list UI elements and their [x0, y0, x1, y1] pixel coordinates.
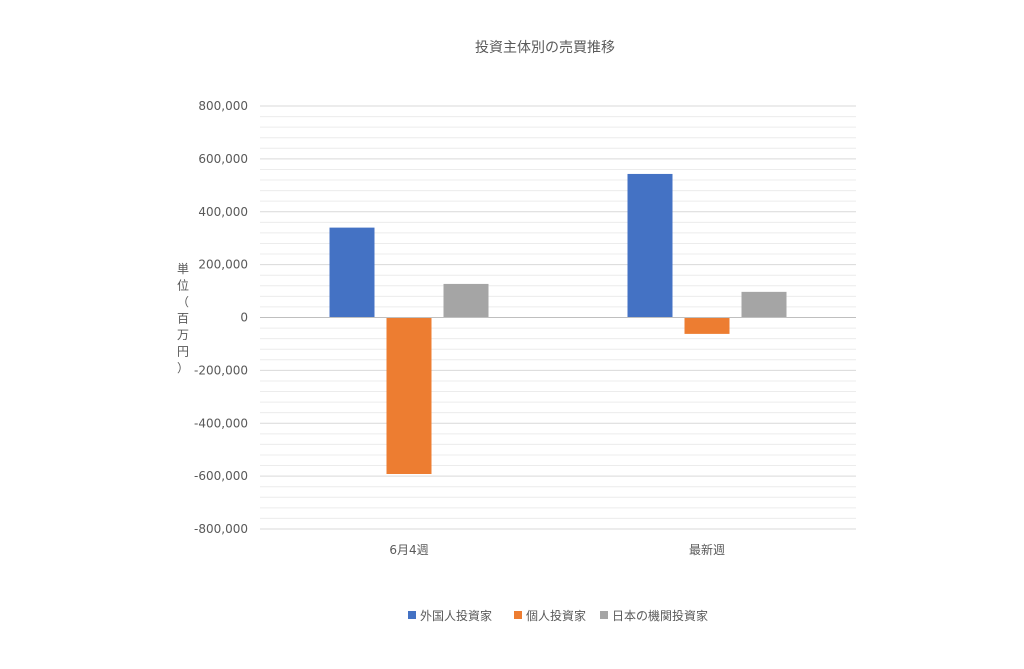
legend-label: 日本の機関投資家 — [612, 608, 708, 623]
y-axis-label-char: 百 — [177, 312, 189, 326]
bars — [329, 173, 787, 475]
legend-label: 外国人投資家 — [420, 608, 492, 623]
bar — [684, 317, 730, 334]
y-axis-label-char: 円 — [177, 345, 189, 359]
x-category-label: 最新週 — [689, 542, 725, 557]
legend-swatch — [514, 611, 522, 619]
y-tick-label: 400,000 — [198, 205, 248, 219]
y-axis-label-char: 位 — [177, 278, 189, 293]
bar — [386, 317, 432, 475]
bar — [627, 173, 673, 318]
x-tick-labels: 6月4週 最新週 — [389, 542, 725, 557]
y-tick-label: -800,000 — [194, 522, 248, 536]
legend-label: 個人投資家 — [526, 608, 586, 623]
y-tick-label: -200,000 — [194, 363, 248, 377]
y-tick-label: -400,000 — [194, 416, 248, 430]
y-axis-label-char: 単 — [177, 262, 189, 276]
y-axis-label-char: ） — [177, 361, 189, 375]
y-tick-label: 200,000 — [198, 258, 248, 272]
legend: 外国人投資家 個人投資家 日本の機関投資家 — [408, 608, 708, 623]
y-tick-label: -600,000 — [194, 469, 248, 483]
bar — [741, 291, 787, 318]
y-axis-label-char: 万 — [177, 328, 189, 342]
y-tick-label: 800,000 — [198, 99, 248, 113]
y-axis-label: 単位 （ 百万円 ） — [177, 262, 189, 375]
legend-swatch — [408, 611, 416, 619]
y-tick-labels: 800,000 600,000 400,000 200,000 0 -200,000 -40… — [194, 99, 248, 536]
gridlines — [260, 105, 856, 530]
legend-swatch — [600, 611, 608, 619]
bar — [329, 227, 375, 318]
x-category-label: 6月4週 — [389, 543, 428, 557]
bar — [443, 283, 489, 318]
y-tick-label: 0 — [240, 311, 248, 325]
y-tick-label: 600,000 — [198, 152, 248, 166]
chart-title: 投資主体別の売買推移 — [475, 40, 615, 56]
y-axis-label-char: （ — [177, 295, 189, 309]
